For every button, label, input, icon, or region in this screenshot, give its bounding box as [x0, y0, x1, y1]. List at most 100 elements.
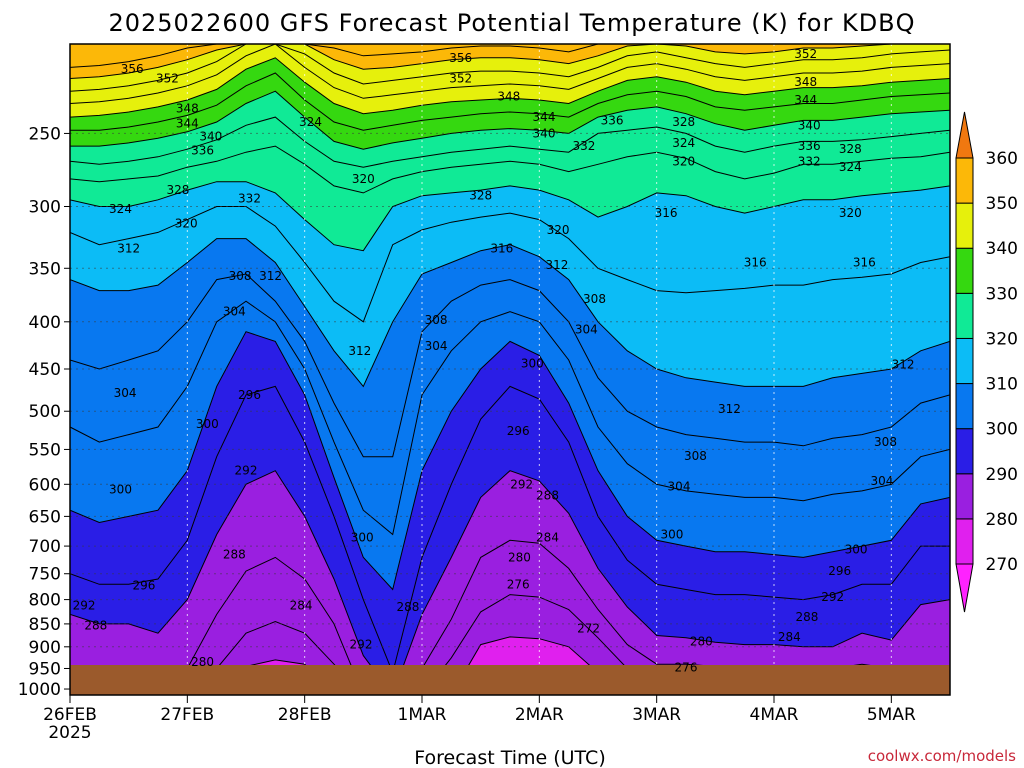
contour-label: 280	[191, 655, 214, 669]
colorbar-tick-label: 360	[986, 149, 1018, 169]
contour-label: 276	[507, 577, 530, 591]
isentrope-304	[70, 300, 950, 536]
contour-label: 280	[508, 550, 531, 564]
contour-label: 304	[114, 386, 137, 400]
contour-label: 284	[290, 599, 313, 613]
y-tick-label: 250	[29, 124, 61, 144]
y-tick-label: 750	[29, 565, 61, 585]
isentrope-312	[70, 238, 950, 388]
colorbar-tick-label: 300	[986, 420, 1018, 440]
theta-band-348	[70, 44, 950, 92]
isentrope-280	[70, 636, 950, 695]
contour-label: 328	[166, 183, 189, 197]
contour-label: 356	[121, 62, 144, 76]
contour-label: 344	[533, 110, 556, 124]
y-tick-label: 800	[29, 591, 61, 611]
colorbar-bin	[955, 337, 974, 385]
contour-label: 292	[821, 590, 844, 604]
colorbar-bin	[955, 202, 974, 249]
x-tick-label: 2MAR	[515, 705, 564, 725]
colorbar-bin	[955, 383, 974, 430]
contour-label: 300	[351, 530, 374, 544]
contour-label: 320	[175, 217, 198, 231]
contour-label: 272	[577, 622, 600, 636]
contour-label: 316	[744, 256, 767, 270]
contour-label: 348	[176, 102, 199, 116]
contour-label: 348	[794, 75, 817, 89]
contour-label: 280	[690, 634, 713, 648]
x-axis-label: Forecast Time (UTC)	[414, 747, 605, 768]
colorbar-tick-label: 350	[986, 194, 1018, 214]
contour-label: 312	[117, 241, 140, 255]
colorbar-bin	[955, 518, 974, 565]
contour-label: 296	[507, 424, 530, 438]
x-tick-label: 4MAR	[750, 705, 799, 725]
contour-label: 352	[156, 72, 179, 86]
ground-surface	[70, 665, 950, 695]
colorbar-bin	[955, 473, 974, 520]
contour-label: 312	[892, 358, 915, 372]
contour-label: 336	[601, 113, 624, 127]
contour-label: 296	[132, 578, 155, 592]
contour-label: 336	[191, 144, 214, 158]
y-tick-label: 400	[29, 313, 61, 333]
contour-label: 344	[176, 117, 199, 131]
y-tick-label: 550	[29, 440, 61, 460]
isentrope-324	[70, 145, 950, 194]
colorbar-tick-label: 310	[986, 375, 1018, 395]
y-tick-label: 1000	[18, 680, 61, 700]
x-year-label: 2025	[48, 723, 91, 743]
y-tick-label: 850	[29, 615, 61, 635]
contour-label: 300	[521, 357, 544, 371]
contour-label: 292	[235, 464, 258, 478]
y-tick-label: 500	[29, 402, 61, 422]
contour-label: 308	[583, 292, 606, 306]
contour-label: 304	[223, 305, 246, 319]
isentrope-316	[70, 206, 950, 323]
x-tick-label: 27FEB	[160, 705, 214, 725]
contour-label: 288	[536, 489, 559, 503]
contour-label: 300	[845, 543, 868, 557]
y-tick-label: 650	[29, 507, 61, 527]
contour-label: 292	[350, 638, 373, 652]
colorbar-tick-label: 320	[986, 329, 1018, 349]
chart-title: 2025022600 GFS Forecast Potential Temper…	[108, 9, 915, 37]
contour-label: 284	[536, 530, 559, 544]
colorbar-tick-label: 340	[986, 239, 1018, 259]
isentrope-348	[70, 44, 950, 92]
contour-label: 340	[199, 130, 222, 144]
contour-label: 340	[533, 126, 556, 140]
colorbar-bin	[955, 247, 974, 294]
colorbar-tick-label: 330	[986, 284, 1018, 304]
isentrope-340	[70, 57, 950, 118]
isentrope-336	[70, 72, 950, 131]
contour-label: 320	[672, 154, 695, 168]
contour-label: 300	[660, 528, 683, 542]
contour-label: 308	[425, 313, 448, 327]
contour-label: 312	[545, 258, 568, 272]
x-tick-label: 3MAR	[632, 705, 681, 725]
y-tick-label: 900	[29, 638, 61, 658]
colorbar: 270 280 290 300 310 320 330 340 350 360	[955, 111, 1018, 613]
contour-label: 352	[794, 47, 817, 61]
contour-label: 296	[238, 388, 261, 402]
x-tick-label: 1MAR	[398, 705, 447, 725]
contour-label: 324	[299, 115, 322, 129]
contour-label: 328	[469, 189, 492, 203]
isentrope-328	[70, 116, 950, 168]
isentrope-356	[70, 44, 950, 68]
colorbar-bin	[955, 292, 974, 339]
contour-label: 348	[497, 90, 520, 104]
colorbar-bin	[955, 563, 974, 613]
x-tick-label: 5MAR	[867, 705, 916, 725]
y-tick-label: 950	[29, 659, 61, 679]
contour-label: 352	[449, 72, 472, 86]
contour-label: 304	[870, 474, 893, 488]
contour-label: 316	[490, 241, 513, 255]
contour-label: 332	[798, 154, 821, 168]
y-tick-label: 700	[29, 537, 61, 557]
contour-label: 276	[675, 661, 698, 675]
contour-label: 300	[196, 417, 219, 431]
colorbar-bin	[955, 111, 974, 159]
